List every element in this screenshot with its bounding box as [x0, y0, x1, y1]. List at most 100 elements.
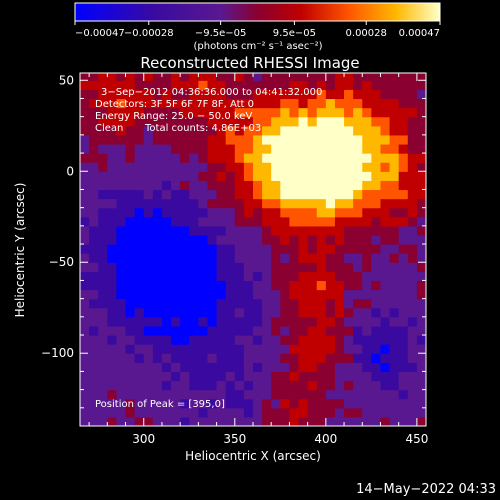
heatmap-cell	[389, 207, 400, 218]
heatmap-cell	[98, 325, 108, 336]
heatmap-cell	[280, 344, 291, 354]
heatmap-cell	[80, 325, 90, 336]
heatmap-cell	[225, 325, 236, 336]
heatmap-cell	[125, 271, 136, 282]
heatmap-cell	[416, 180, 426, 191]
heatmap-cell	[243, 289, 254, 300]
footer-timestamp: 14−May−2022 04:33	[356, 482, 496, 497]
heatmap-cell	[89, 325, 99, 336]
heatmap-cell	[353, 180, 363, 191]
heatmap-cell	[89, 107, 99, 118]
heatmap-cell	[407, 143, 418, 154]
heatmap-cell	[416, 244, 426, 254]
heatmap-cell	[243, 180, 254, 191]
heatmap-cell	[216, 307, 227, 318]
heatmap-cell	[225, 153, 236, 163]
heatmap-cell	[189, 325, 199, 336]
heatmap-cell	[262, 335, 272, 345]
heatmap-cell	[407, 298, 418, 309]
heatmap-cell	[171, 89, 181, 100]
heatmap-cell	[89, 153, 99, 163]
heatmap-cell	[271, 198, 281, 209]
heatmap-cell	[334, 335, 345, 345]
heatmap-cell	[198, 389, 209, 400]
heatmap-cell	[380, 180, 391, 191]
heatmap-cell	[389, 189, 400, 200]
heatmap-cell	[189, 107, 199, 118]
heatmap-cell	[353, 116, 363, 127]
heatmap-cell	[152, 344, 163, 354]
heatmap-cell	[134, 216, 145, 227]
heatmap-cell	[161, 162, 172, 172]
heatmap-cell	[325, 89, 336, 100]
heatmap-cell	[398, 244, 409, 254]
heatmap-cell	[152, 325, 163, 336]
heatmap-cell	[389, 398, 400, 409]
heatmap-cell	[225, 353, 236, 363]
heatmap-cell	[89, 225, 99, 236]
heatmap-cell	[89, 344, 99, 354]
heatmap-cell	[207, 225, 218, 236]
heatmap-cell	[398, 398, 409, 409]
heatmap-cell	[125, 216, 136, 227]
heatmap-cell	[316, 416, 327, 426]
heatmap-cell	[161, 134, 172, 145]
heatmap-cell	[353, 416, 363, 426]
heatmap-cell	[89, 216, 99, 227]
heatmap-cell	[107, 216, 118, 227]
heatmap-cell	[189, 289, 199, 300]
heatmap-cell	[180, 316, 190, 327]
heatmap-cell	[362, 216, 372, 227]
heatmap-cell	[280, 116, 291, 127]
heatmap-cell	[107, 189, 118, 200]
heatmap-cell	[180, 280, 190, 291]
heatmap-cell	[407, 316, 418, 327]
heatmap-cell	[116, 325, 127, 336]
heatmap-cell	[98, 407, 108, 418]
heatmap-cell	[316, 216, 327, 227]
heatmap-cell	[225, 107, 236, 118]
heatmap-cell	[80, 171, 90, 181]
heatmap-cell	[98, 253, 108, 263]
heatmap-cell	[271, 189, 281, 200]
heatmap-cell	[289, 125, 300, 136]
heatmap-cell	[207, 143, 218, 154]
heatmap-cell	[180, 125, 190, 136]
heatmap-cell	[271, 89, 281, 100]
heatmap-cell	[398, 362, 409, 373]
heatmap-cell	[161, 225, 172, 236]
heatmap-cell	[398, 216, 409, 227]
heatmap-cell	[80, 362, 90, 373]
heatmap-cell	[298, 262, 309, 272]
heatmap-cell	[180, 180, 190, 191]
heatmap-cell	[189, 307, 199, 318]
heatmap-cell	[380, 171, 391, 181]
heatmap-cell	[407, 180, 418, 191]
heatmap-cell	[243, 325, 254, 336]
heatmap-cell	[98, 335, 108, 345]
heatmap-cell	[225, 289, 236, 300]
heatmap-cell	[253, 234, 263, 245]
heatmap-cell	[180, 116, 190, 127]
heatmap-cell	[316, 344, 327, 354]
heatmap-cell	[116, 271, 127, 282]
heatmap-cell	[152, 153, 163, 163]
heatmap-cell	[161, 289, 172, 300]
heatmap-cell	[316, 189, 327, 200]
heatmap-cell	[298, 307, 309, 318]
heatmap-cell	[307, 407, 318, 418]
heatmap-cell	[416, 298, 426, 309]
heatmap-cell	[98, 198, 108, 209]
heatmap-cell	[152, 207, 163, 218]
heatmap-cell	[362, 80, 372, 90]
heatmap-cell	[198, 98, 209, 109]
heatmap-cell	[389, 307, 400, 318]
heatmap-cell	[207, 116, 218, 127]
heatmap-cell	[325, 134, 336, 145]
heatmap-cell	[207, 316, 218, 327]
heatmap-cell	[416, 153, 426, 163]
heatmap-cell	[353, 153, 363, 163]
heatmap-cell	[253, 335, 263, 345]
heatmap-cell	[125, 207, 136, 218]
heatmap-cell	[316, 125, 327, 136]
